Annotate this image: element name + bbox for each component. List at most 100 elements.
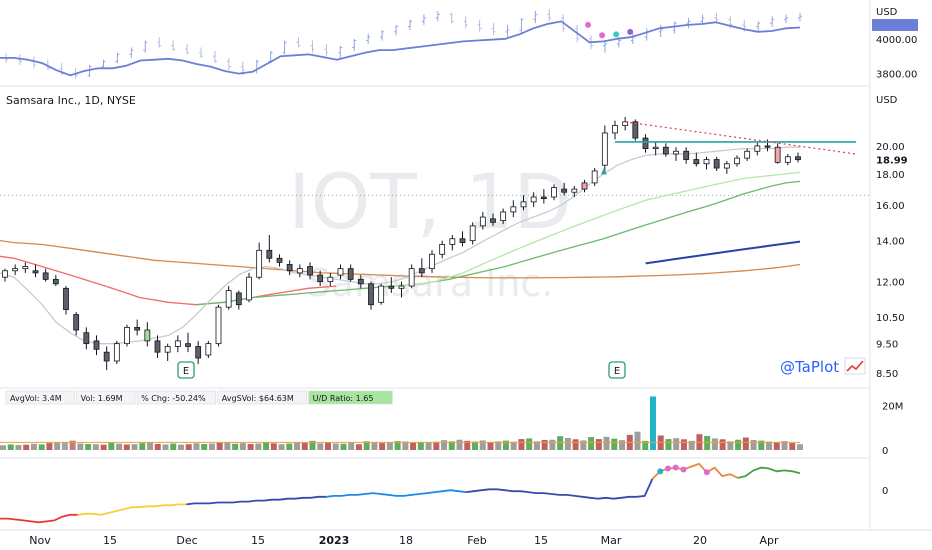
volume-bar xyxy=(673,438,680,450)
time-tick-label: 18 xyxy=(399,534,413,547)
volume-bar xyxy=(340,443,347,450)
volume-bar xyxy=(680,439,687,450)
candle-body xyxy=(42,272,49,280)
candle xyxy=(347,264,354,282)
rs-line-segment xyxy=(186,495,327,506)
volume-bar xyxy=(193,443,200,450)
candle-body xyxy=(195,346,202,359)
candle xyxy=(469,222,476,245)
volume-stat-chip: U/D Ratio: 1.65 xyxy=(308,390,393,405)
index-marker xyxy=(613,31,620,38)
candle xyxy=(235,290,242,310)
brand-badge[interactable]: @TaPlot xyxy=(780,357,866,376)
candle-body xyxy=(174,340,181,347)
candle xyxy=(42,268,49,282)
candle xyxy=(591,168,598,186)
earnings-badge[interactable] xyxy=(608,361,626,379)
volume-bar xyxy=(603,436,610,450)
chip-label: Vol: 1.69M xyxy=(81,394,123,403)
volume-bar xyxy=(665,439,672,450)
candle xyxy=(296,264,303,278)
candle-body xyxy=(673,150,679,155)
candle xyxy=(581,179,588,193)
candle-body xyxy=(327,276,334,282)
candle-body xyxy=(784,156,791,163)
candle-body xyxy=(83,332,90,345)
volume-bar xyxy=(278,444,285,450)
index-marker xyxy=(585,21,592,28)
candle-body xyxy=(144,329,151,342)
candle-body xyxy=(215,306,222,345)
candle xyxy=(490,213,496,226)
candle xyxy=(734,155,740,167)
candle-body xyxy=(683,150,690,160)
brand-label[interactable]: @TaPlot xyxy=(780,358,839,376)
volume-bar xyxy=(448,441,455,450)
volume-bar xyxy=(379,443,386,450)
volume-bar xyxy=(619,440,626,450)
candle-body xyxy=(429,253,435,270)
volume-bar xyxy=(456,439,463,450)
candle-body xyxy=(744,150,751,159)
candle-body xyxy=(693,159,700,165)
price-axis[interactable]: 3800.00 4000.00 USD 8.50 9.50 10.50 12.00 14.00… xyxy=(871,7,921,497)
volume-bar xyxy=(270,443,277,450)
candle-body xyxy=(713,159,720,169)
volume-bar xyxy=(162,444,169,450)
earnings-marker[interactable]: E xyxy=(177,361,195,379)
volume-bar xyxy=(61,442,68,450)
candle xyxy=(124,324,130,347)
index-marker xyxy=(627,28,634,35)
volume-bar xyxy=(502,440,509,450)
candle-body xyxy=(439,244,446,255)
volume-stat-chip: % Chg: -50.24% xyxy=(136,390,217,405)
volume-bar xyxy=(247,443,254,450)
volume-bar xyxy=(139,443,146,450)
last-price-tag[interactable]: 18.99 xyxy=(871,152,921,167)
earnings-badge[interactable] xyxy=(177,361,195,379)
earnings-marker[interactable]: E xyxy=(608,361,626,379)
price-tick-label: 8.50 xyxy=(876,369,898,380)
volume-stat-chip: AvgVol: 3.4M xyxy=(5,390,75,405)
candle xyxy=(754,141,761,156)
candle xyxy=(357,275,364,289)
candle xyxy=(327,272,334,287)
candle xyxy=(73,312,80,336)
candle-body xyxy=(2,270,8,278)
candle-body xyxy=(154,340,161,353)
volume-bar xyxy=(758,440,765,450)
candle xyxy=(337,264,344,280)
earnings-label: E xyxy=(614,366,620,377)
price-unit: USD xyxy=(876,95,898,106)
candle xyxy=(103,346,110,371)
candle-body xyxy=(124,326,130,345)
time-axis[interactable]: Nov 15 Dec 15 2023 18 Feb 15 Mar 20 Apr xyxy=(29,534,779,547)
candle xyxy=(276,254,283,267)
moving-average-line xyxy=(0,239,801,279)
time-tick-label: 2023 xyxy=(319,534,350,547)
candle xyxy=(673,147,679,161)
volume-bar xyxy=(100,444,107,450)
volume-bar xyxy=(54,442,61,450)
volume-bar xyxy=(309,440,316,450)
time-tick-label: Feb xyxy=(467,534,486,547)
candle xyxy=(622,116,629,131)
candle-body xyxy=(500,211,507,221)
moving-average-line xyxy=(0,255,337,306)
candle-body xyxy=(449,238,456,245)
volume-bar xyxy=(131,444,138,450)
rs-line-segment xyxy=(0,513,78,524)
candle xyxy=(520,195,527,211)
volume-bar xyxy=(572,439,579,450)
candle-body xyxy=(540,196,547,200)
volume-bar xyxy=(719,439,726,450)
signal-marker xyxy=(600,168,607,175)
volume-bar xyxy=(154,443,161,450)
moving-average-line xyxy=(196,180,801,306)
comparison-unit: USD xyxy=(876,7,898,18)
candle xyxy=(317,270,324,287)
chip-bg xyxy=(5,390,75,405)
index-marker xyxy=(599,32,606,39)
volume-bar xyxy=(147,442,154,450)
candle-body xyxy=(266,249,273,259)
